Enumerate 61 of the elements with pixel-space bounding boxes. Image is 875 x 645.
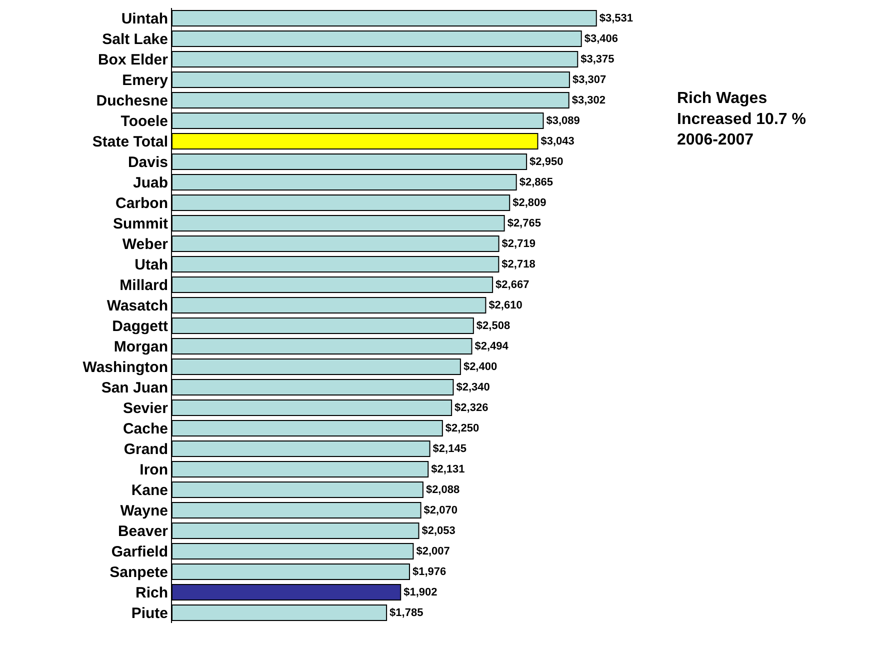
data-label: $2,508 [476, 320, 510, 332]
data-label: $2,400 [463, 360, 498, 373]
data-label: $2,250 [445, 422, 480, 434]
data-label: $2,131 [431, 463, 465, 476]
data-label: $2,610 [488, 299, 522, 312]
y-tick-label: Beaver [118, 523, 168, 540]
y-tick-label: Summit [112, 216, 168, 232]
y-tick-label: Tooele [120, 113, 168, 130]
y-tick-label: San Juan [101, 380, 168, 396]
y-tick-label: Garfield [111, 544, 168, 560]
y-tick-label: Utah [134, 256, 168, 274]
y-tick-label: Wayne [120, 502, 168, 520]
data-label: $3,531 [599, 12, 634, 24]
data-label: $2,809 [512, 196, 546, 209]
data-label: $2,088 [426, 484, 460, 496]
y-tick-label: Uintah [121, 10, 168, 28]
data-label: $3,043 [540, 135, 574, 148]
y-tick-label: Rich [135, 584, 168, 602]
y-tick-label: Wasatch [106, 298, 168, 314]
data-label: $2,950 [530, 156, 564, 168]
y-tick-label: Duchesne [96, 92, 168, 110]
data-label: $2,667 [496, 278, 530, 291]
data-label: $3,089 [546, 114, 580, 127]
y-tick-label: Grand [124, 441, 168, 458]
y-tick-label: Juab [132, 174, 168, 192]
y-tick-label: Weber [122, 236, 168, 253]
data-label: $3,302 [572, 94, 606, 106]
y-tick-label: Carbon [116, 195, 168, 212]
y-tick-label: Box Elder [98, 52, 168, 68]
data-label: $1,902 [404, 586, 438, 598]
data-label: $1,976 [412, 566, 446, 578]
data-label: $2,865 [519, 176, 553, 188]
data-label: $2,007 [416, 545, 450, 558]
y-tick-label: Sanpete [110, 564, 168, 581]
data-label: $2,494 [474, 340, 510, 352]
data-label: $2,765 [507, 217, 541, 230]
data-label: $2,070 [424, 504, 458, 516]
data-label: $2,719 [502, 238, 536, 250]
y-tick-label: Millard [120, 277, 168, 294]
y-tick-label: State Total [92, 134, 168, 150]
y-tick-label: Salt Lake [102, 31, 168, 48]
data-label: $2,145 [432, 442, 466, 455]
y-tick-label: Kane [131, 482, 168, 499]
data-label: $1,785 [390, 606, 424, 619]
data-label: $2,326 [454, 402, 488, 414]
y-tick-label: Cache [122, 420, 168, 438]
data-label: $3,375 [580, 53, 614, 66]
y-tick-label: Iron [140, 462, 168, 478]
y-tick-label: Piute [131, 605, 168, 622]
data-label: $3,307 [572, 74, 606, 86]
data-label: $2,340 [456, 381, 490, 394]
data-label: $2,053 [422, 524, 456, 537]
y-tick-label: Daggett [112, 318, 168, 335]
y-tick-label: Washington [82, 359, 168, 376]
text: Rich Wages Increased 10.7 % 2006-2007 [677, 90, 806, 149]
data-label: $3,406 [584, 32, 618, 45]
y-tick-label: Davis [128, 154, 168, 171]
data-label: $2,718 [502, 258, 536, 270]
y-tick-label: Morgan [114, 338, 168, 356]
y-tick-label: Emery [122, 72, 169, 89]
y-tick-label: Sevier [122, 400, 168, 417]
